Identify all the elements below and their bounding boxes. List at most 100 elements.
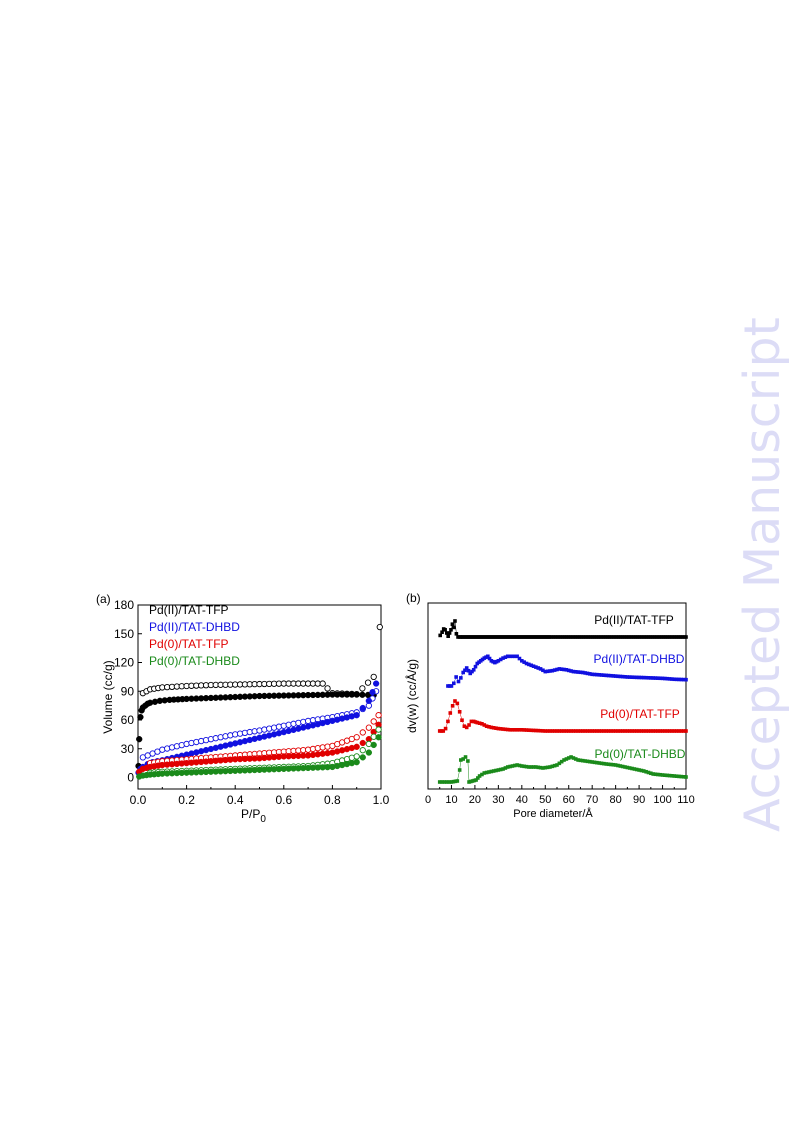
data-point (581, 670, 585, 675)
data-point (604, 673, 609, 678)
data-point (656, 729, 660, 733)
data-point (653, 676, 658, 680)
data-point (603, 635, 608, 639)
data-point (480, 772, 484, 777)
data-point (517, 656, 522, 661)
data-point (524, 728, 529, 732)
x-tick-label: 110 (677, 794, 695, 806)
x-tick-label: 80 (610, 794, 622, 806)
data-point (510, 764, 515, 768)
data-point (471, 668, 476, 672)
x-tick-label: 0.4 (227, 793, 244, 807)
data-point (644, 675, 648, 680)
data-point (651, 676, 655, 680)
data-point (489, 769, 494, 774)
data-point (649, 729, 653, 733)
data-point (660, 729, 665, 733)
data-point (651, 729, 655, 733)
data-point (684, 677, 688, 682)
data-point (456, 679, 461, 684)
data-point (545, 729, 550, 733)
data-point (684, 729, 688, 733)
data-point (641, 769, 646, 773)
data-point (531, 664, 536, 668)
data-point (520, 659, 524, 663)
data-point (442, 780, 447, 784)
data-point (620, 729, 625, 733)
data-point (524, 764, 529, 769)
adsorption-point (375, 734, 382, 741)
data-point (649, 676, 653, 680)
data-point (672, 729, 677, 733)
data-point (501, 727, 505, 731)
y-tick-label: 60 (121, 713, 135, 727)
data-point (665, 635, 670, 639)
data-point (457, 710, 462, 714)
desorption-point (375, 712, 382, 719)
data-point (625, 675, 630, 679)
data-point (609, 673, 613, 678)
data-point (676, 635, 681, 639)
data-point (606, 729, 611, 733)
data-point (620, 635, 625, 639)
data-point (447, 631, 452, 635)
desorption-point (370, 673, 377, 681)
data-point (684, 635, 688, 639)
data-point (592, 760, 597, 765)
data-point (637, 768, 641, 772)
data-point (630, 675, 634, 679)
data-point (616, 729, 620, 733)
data-point (597, 673, 602, 677)
data-point (543, 669, 548, 674)
data-point (597, 761, 602, 765)
data-point (564, 635, 569, 639)
data-point (548, 669, 552, 673)
data-point (473, 664, 478, 669)
data-point (585, 759, 590, 764)
data-point (559, 759, 564, 764)
data-point (602, 761, 606, 766)
data-point (531, 728, 536, 733)
data-point (505, 654, 510, 659)
data-point (646, 635, 651, 639)
data-point (637, 729, 641, 733)
data-point (604, 762, 609, 766)
data-point (625, 729, 630, 733)
data-point (552, 668, 557, 672)
desorption-point (359, 747, 366, 754)
data-point (457, 768, 462, 772)
data-point (682, 635, 686, 639)
data-point (443, 726, 448, 731)
data-point (592, 729, 597, 733)
data-point (611, 674, 616, 678)
data-point (665, 773, 670, 778)
data-point (630, 729, 634, 733)
data-point (552, 729, 557, 733)
data-point (658, 772, 662, 777)
data-point (464, 666, 469, 670)
data-point (663, 773, 667, 777)
data-point (449, 684, 454, 688)
data-point (615, 635, 619, 639)
data-point (613, 729, 618, 733)
data-point (522, 660, 526, 664)
data-point (477, 774, 482, 778)
data-point (480, 722, 484, 726)
data-point (529, 728, 533, 733)
data-point (573, 757, 578, 761)
data-point (670, 677, 674, 681)
y-tick-label: 180 (114, 598, 134, 612)
data-point (677, 774, 681, 779)
data-point (503, 727, 508, 732)
data-point (517, 728, 522, 732)
data-point (667, 635, 671, 639)
data-point (451, 779, 456, 784)
data-point (566, 729, 571, 733)
x-tick-label: 100 (653, 794, 671, 806)
data-point (672, 774, 677, 778)
data-point (639, 675, 644, 680)
data-point (520, 728, 524, 732)
data-point (588, 729, 592, 733)
data-point (467, 723, 471, 727)
